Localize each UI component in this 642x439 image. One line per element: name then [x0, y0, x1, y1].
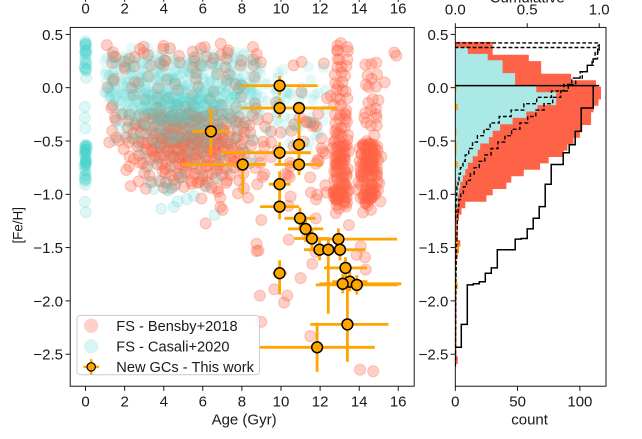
svg-text:2: 2: [121, 1, 129, 18]
svg-text:14: 14: [351, 393, 368, 410]
svg-text:−2.0: −2.0: [419, 293, 449, 310]
svg-text:12: 12: [312, 393, 329, 410]
svg-text:12: 12: [312, 1, 329, 18]
svg-text:16: 16: [390, 393, 407, 410]
svg-text:−0.5: −0.5: [419, 133, 449, 150]
svg-text:0.0: 0.0: [427, 80, 448, 97]
svg-text:8: 8: [238, 393, 246, 410]
svg-text:−1.0: −1.0: [33, 187, 63, 204]
svg-text:FS - Bensby+2018: FS - Bensby+2018: [116, 319, 237, 335]
svg-text:1.0: 1.0: [589, 1, 610, 18]
svg-text:−2.0: −2.0: [33, 293, 63, 310]
svg-text:0.0: 0.0: [445, 1, 466, 18]
svg-text:Cumulative: Cumulative: [490, 0, 565, 7]
svg-text:6: 6: [199, 1, 207, 18]
svg-text:16: 16: [390, 1, 407, 18]
svg-text:0.5: 0.5: [517, 1, 538, 18]
svg-text:−2.5: −2.5: [33, 347, 63, 364]
svg-text:4: 4: [160, 1, 168, 18]
svg-text:2: 2: [121, 393, 129, 410]
svg-text:0: 0: [451, 393, 459, 410]
svg-text:FS - Casali+2020: FS - Casali+2020: [116, 339, 229, 355]
svg-text:10: 10: [273, 393, 290, 410]
svg-text:0: 0: [81, 1, 89, 18]
svg-text:4: 4: [160, 393, 168, 410]
svg-text:0.0: 0.0: [42, 80, 63, 97]
svg-text:8: 8: [238, 1, 246, 18]
svg-text:New GCs - This work: New GCs - This work: [116, 360, 254, 376]
svg-text:100: 100: [567, 393, 592, 410]
svg-text:−1.5: −1.5: [33, 240, 63, 257]
svg-text:0.5: 0.5: [427, 27, 448, 44]
svg-text:0.5: 0.5: [42, 27, 63, 44]
svg-text:−1.5: −1.5: [419, 240, 449, 257]
svg-text:count: count: [511, 412, 549, 429]
svg-text:0: 0: [81, 393, 89, 410]
svg-text:[Fe/H]: [Fe/H]: [10, 207, 25, 243]
svg-text:−0.5: −0.5: [33, 133, 63, 150]
svg-text:50: 50: [509, 393, 526, 410]
svg-text:Age (Gyr): Age (Gyr): [212, 412, 277, 429]
svg-text:−2.5: −2.5: [419, 347, 449, 364]
svg-text:−1.0: −1.0: [419, 187, 449, 204]
svg-text:14: 14: [351, 1, 368, 18]
svg-text:6: 6: [199, 393, 207, 410]
svg-text:10: 10: [273, 1, 290, 18]
